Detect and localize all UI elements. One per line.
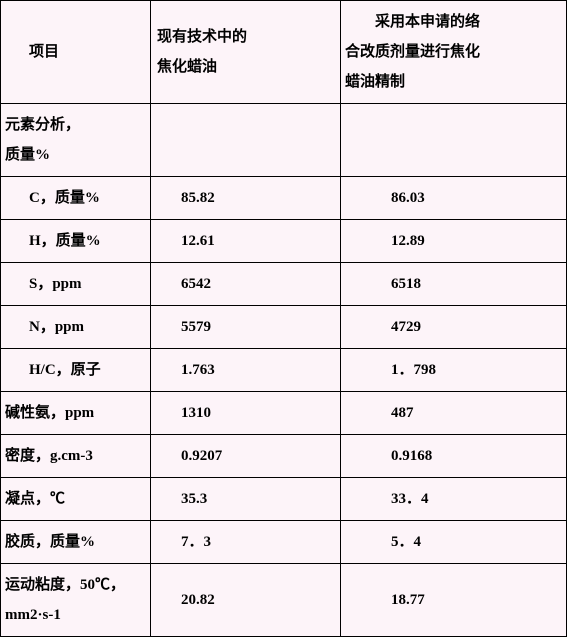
row-value-this-application: 86.03 [341, 177, 567, 220]
table-row: H，质量%12.6112.89 [1, 220, 567, 263]
row-value-this-application: 12.89 [341, 220, 567, 263]
table-row: H/C，原子1.7631．798 [1, 349, 567, 392]
header-col3-line1: 采用本申请的络 [345, 7, 562, 37]
row-value-this-application: 0.9168 [341, 435, 567, 478]
properties-table: 项目 现有技术中的 焦化蜡油 采用本申请的络 合改质剂量进行焦化 蜡油精制 元素… [0, 0, 567, 637]
header-col2-line1: 现有技术中的 [157, 29, 247, 45]
row-value-this-application: 1．798 [341, 349, 567, 392]
row-value-prior-art: 1310 [151, 392, 341, 435]
row-label-line1: 运动粘度，50℃， [5, 577, 125, 593]
row-label-line1: 元素分析， [5, 117, 80, 133]
row-label-line2: 质量% [5, 147, 50, 163]
row-value-prior-art: 0.9207 [151, 435, 341, 478]
row-value-prior-art: 7．3 [151, 521, 341, 564]
table-row: S，ppm65426518 [1, 263, 567, 306]
row-value-prior-art: 5579 [151, 306, 341, 349]
row-value-prior-art: 12.61 [151, 220, 341, 263]
table-row: N，ppm55794729 [1, 306, 567, 349]
row-label: 运动粘度，50℃， mm2·s-1 [1, 564, 151, 637]
row-label: 密度，g.cm-3 [1, 435, 151, 478]
row-value-this-application [341, 104, 567, 177]
row-value-this-application: 487 [341, 392, 567, 435]
row-label: 元素分析， 质量% [1, 104, 151, 177]
table-row: 胶质，质量%7．35．4 [1, 521, 567, 564]
row-value-prior-art: 20.82 [151, 564, 341, 637]
header-col3: 采用本申请的络 合改质剂量进行焦化 蜡油精制 [341, 1, 567, 104]
row-label: 凝点，℃ [1, 478, 151, 521]
header-col2-line2: 焦化蜡油 [157, 59, 217, 75]
header-col1: 项目 [1, 1, 151, 104]
row-label: 碱性氨，ppm [1, 392, 151, 435]
row-value-this-application: 4729 [341, 306, 567, 349]
table-row: C，质量%85.8286.03 [1, 177, 567, 220]
row-label: H/C，原子 [1, 349, 151, 392]
table-row: 运动粘度，50℃， mm2·s-1 20.8218.77 [1, 564, 567, 637]
header-col1-text: 项目 [29, 44, 59, 60]
row-value-prior-art: 85.82 [151, 177, 341, 220]
table-row: 凝点，℃35.333．4 [1, 478, 567, 521]
row-value-prior-art: 1.763 [151, 349, 341, 392]
row-value-this-application: 33．4 [341, 478, 567, 521]
row-value-prior-art: 35.3 [151, 478, 341, 521]
header-col2: 现有技术中的 焦化蜡油 [151, 1, 341, 104]
row-value-this-application: 5．4 [341, 521, 567, 564]
table-body: 元素分析，质量%C，质量%85.8286.03H，质量%12.6112.89S，… [1, 104, 567, 637]
header-col3-line2: 合改质剂量进行焦化 [345, 44, 480, 60]
row-label: C，质量% [1, 177, 151, 220]
row-value-prior-art [151, 104, 341, 177]
row-value-prior-art: 6542 [151, 263, 341, 306]
row-label: N，ppm [1, 306, 151, 349]
table-row: 密度，g.cm-30.92070.9168 [1, 435, 567, 478]
table-row: 碱性氨，ppm1310487 [1, 392, 567, 435]
table-header-row: 项目 现有技术中的 焦化蜡油 采用本申请的络 合改质剂量进行焦化 蜡油精制 [1, 1, 567, 104]
row-value-this-application: 18.77 [341, 564, 567, 637]
row-label: S，ppm [1, 263, 151, 306]
header-col3-line3: 蜡油精制 [345, 74, 405, 90]
row-label-line2: mm2·s-1 [5, 607, 61, 623]
row-value-this-application: 6518 [341, 263, 567, 306]
row-label: 胶质，质量% [1, 521, 151, 564]
table-row: 元素分析， 质量% [1, 104, 567, 177]
row-label: H，质量% [1, 220, 151, 263]
